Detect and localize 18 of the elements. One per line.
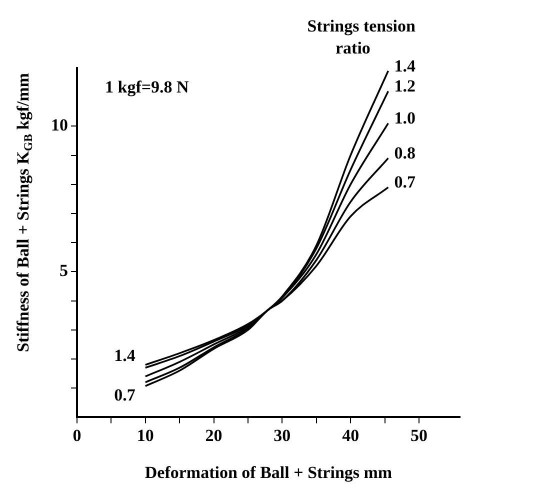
x-axis-title: Deformation of Ball + Strings mm [144,463,392,482]
annotation: 1.4 [114,346,136,366]
series-label: 1.0 [394,108,416,128]
series-label: 1.2 [394,76,416,96]
x-tick-label: 20 [205,426,222,445]
series-label: 0.7 [394,172,416,192]
x-tick-label: 50 [410,426,428,445]
x-tick-label: 0 [72,426,82,445]
series-label: 1.4 [394,56,416,76]
y-tick-label: 5 [60,261,68,280]
series-label: 0.8 [394,144,416,163]
x-tick-label: 40 [342,426,360,445]
y-axis-title: Stiffness of Ball + Strings KGB kgf/mm [13,73,36,352]
x-tick-label: 30 [274,426,291,445]
annotation: 0.7 [114,385,136,404]
x-tick-label: 10 [136,426,154,445]
legend-title: Strings tension ratio [307,16,416,58]
annotation: 1 kgf=9.8 N [105,77,190,96]
